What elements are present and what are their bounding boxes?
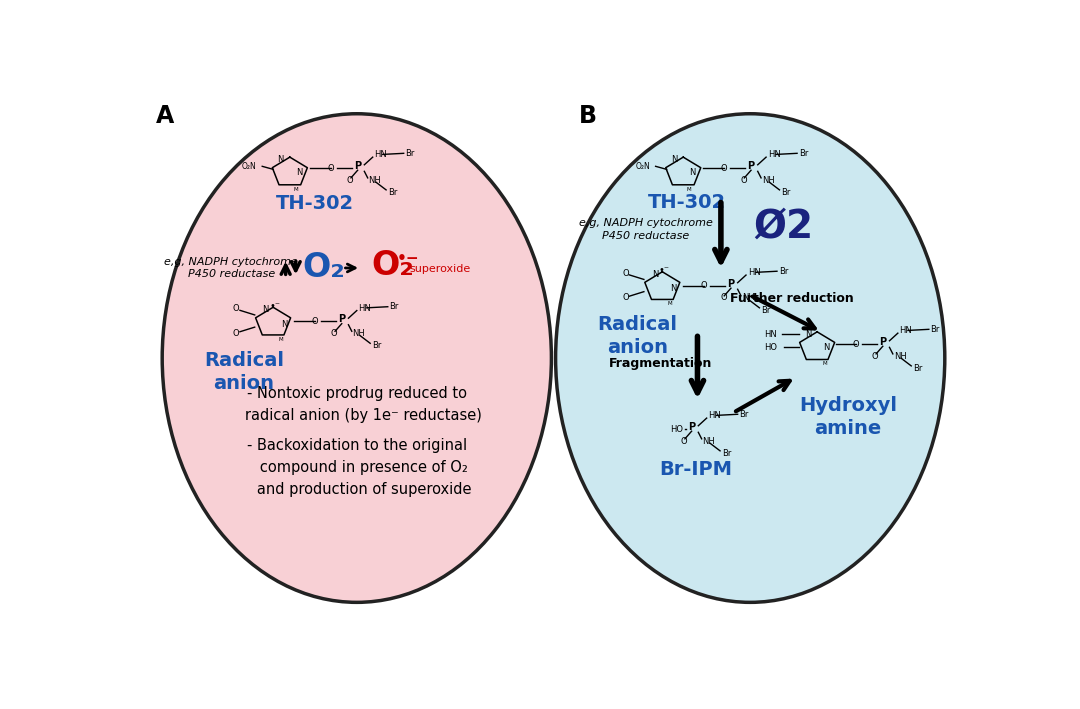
Text: - Backoxidation to the original
   compound in presence of O₂
   and production : - Backoxidation to the original compound… bbox=[243, 437, 471, 497]
Text: O: O bbox=[872, 352, 878, 361]
Text: NH: NH bbox=[352, 329, 365, 338]
Text: O: O bbox=[740, 176, 746, 184]
Text: Br: Br bbox=[388, 188, 397, 196]
Text: Hydroxyl
amine: Hydroxyl amine bbox=[799, 396, 897, 438]
Text: NH: NH bbox=[761, 176, 774, 184]
Text: Br: Br bbox=[779, 267, 788, 276]
Text: M: M bbox=[687, 186, 691, 191]
Text: HN: HN bbox=[900, 326, 913, 335]
Text: - Nontoxic prodrug reduced to
   radical anion (by 1e⁻ reductase): - Nontoxic prodrug reduced to radical an… bbox=[231, 386, 483, 423]
Text: HO: HO bbox=[764, 342, 777, 352]
Text: N: N bbox=[671, 155, 677, 164]
Text: P: P bbox=[728, 279, 734, 289]
Text: Br: Br bbox=[405, 149, 415, 158]
Text: •⁻: •⁻ bbox=[269, 301, 281, 311]
Text: O₂N: O₂N bbox=[635, 162, 650, 171]
Text: O: O bbox=[327, 164, 334, 172]
Text: HO: HO bbox=[671, 425, 684, 433]
Text: Further reduction: Further reduction bbox=[730, 291, 854, 305]
Text: superoxide: superoxide bbox=[409, 264, 471, 274]
Text: Br: Br bbox=[761, 306, 770, 315]
Text: P: P bbox=[338, 314, 346, 324]
Text: Br: Br bbox=[799, 149, 808, 158]
Text: O: O bbox=[312, 317, 319, 326]
Text: O₂: O₂ bbox=[302, 252, 345, 284]
Text: M: M bbox=[667, 301, 672, 306]
Text: O: O bbox=[721, 164, 728, 172]
Text: NH: NH bbox=[742, 294, 755, 303]
Text: O₂: O₂ bbox=[372, 249, 415, 281]
Text: O: O bbox=[330, 329, 338, 338]
Text: •−: •− bbox=[397, 251, 420, 266]
Text: M: M bbox=[822, 362, 827, 367]
Text: N: N bbox=[278, 155, 284, 164]
Text: Br: Br bbox=[721, 449, 731, 457]
Text: e,g, NADPH cytochrome
P450 reductase: e,g, NADPH cytochrome P450 reductase bbox=[579, 218, 713, 241]
Text: M: M bbox=[279, 337, 283, 342]
Text: O: O bbox=[622, 269, 629, 278]
Text: O: O bbox=[233, 329, 240, 337]
Text: NH: NH bbox=[893, 352, 906, 361]
Text: Radical
anion: Radical anion bbox=[204, 351, 284, 393]
Text: A: A bbox=[156, 104, 174, 128]
Text: O₂N: O₂N bbox=[242, 162, 257, 171]
Text: Br-IPM: Br-IPM bbox=[659, 460, 732, 479]
Ellipse shape bbox=[162, 113, 552, 603]
Ellipse shape bbox=[555, 113, 945, 603]
Text: N: N bbox=[671, 284, 676, 293]
Text: Fragmentation: Fragmentation bbox=[609, 357, 713, 370]
Text: M: M bbox=[293, 186, 298, 191]
Text: O: O bbox=[680, 437, 687, 445]
Text: e,g, NADPH cytochrome
P450 reductase: e,g, NADPH cytochrome P450 reductase bbox=[164, 257, 298, 279]
Text: HN: HN bbox=[768, 150, 781, 160]
Text: HN: HN bbox=[359, 304, 372, 313]
Text: O: O bbox=[347, 176, 353, 184]
Text: HN: HN bbox=[764, 330, 777, 339]
Text: O: O bbox=[622, 294, 629, 302]
Text: HN: HN bbox=[708, 411, 721, 420]
Text: N: N bbox=[651, 269, 658, 279]
Text: P: P bbox=[879, 337, 887, 347]
Text: P: P bbox=[747, 161, 755, 171]
Text: TH-302: TH-302 bbox=[648, 193, 727, 212]
Text: N: N bbox=[805, 330, 811, 339]
Text: NH: NH bbox=[368, 176, 381, 184]
Text: Br: Br bbox=[913, 364, 922, 373]
Text: P: P bbox=[688, 422, 696, 432]
Text: O: O bbox=[720, 294, 727, 303]
Text: O: O bbox=[233, 304, 240, 313]
Text: •⁻: •⁻ bbox=[659, 265, 670, 275]
Text: O: O bbox=[853, 340, 860, 349]
Text: N: N bbox=[823, 342, 829, 352]
Text: Ø2: Ø2 bbox=[754, 208, 813, 246]
Text: O: O bbox=[701, 281, 707, 291]
Text: Br: Br bbox=[931, 325, 940, 334]
Text: N: N bbox=[689, 168, 696, 177]
Text: Radical
anion: Radical anion bbox=[597, 316, 677, 357]
Text: N: N bbox=[281, 320, 287, 328]
Text: P: P bbox=[354, 161, 361, 171]
Text: TH-302: TH-302 bbox=[275, 194, 354, 213]
Text: HN: HN bbox=[375, 150, 387, 160]
Text: Br: Br bbox=[740, 410, 748, 419]
Text: N: N bbox=[262, 305, 269, 314]
Text: HN: HN bbox=[747, 269, 760, 277]
Text: B: B bbox=[579, 104, 596, 128]
Text: Br: Br bbox=[781, 188, 791, 196]
Text: NH: NH bbox=[702, 437, 715, 445]
Text: N: N bbox=[296, 168, 302, 177]
Text: Br: Br bbox=[372, 341, 381, 350]
Text: Br: Br bbox=[390, 302, 399, 311]
